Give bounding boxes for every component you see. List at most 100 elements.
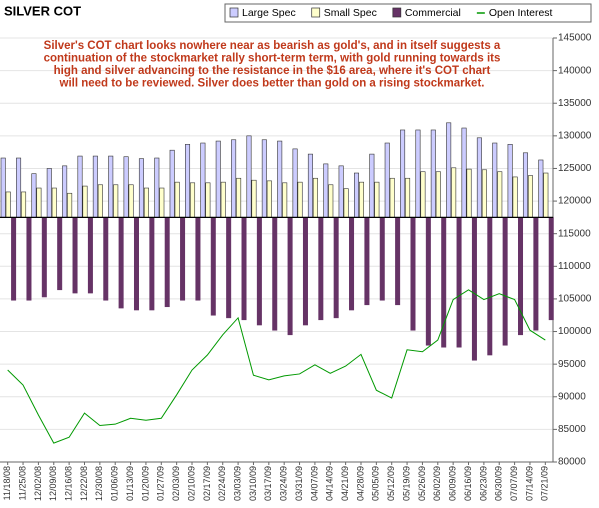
y-tick-label: 115000	[558, 228, 591, 239]
bar	[11, 217, 17, 301]
line-series	[7, 289, 546, 444]
x-tick-label: 04/21/09	[340, 466, 350, 501]
bar	[466, 168, 472, 218]
y-tick-label: 90000	[558, 391, 586, 402]
bar	[5, 191, 11, 218]
bar	[430, 129, 436, 218]
bar	[481, 169, 487, 218]
bar	[522, 152, 528, 218]
x-tick-label: 12/02/08	[33, 466, 43, 501]
bar	[497, 171, 503, 218]
bar	[180, 217, 186, 301]
bar	[154, 157, 160, 218]
y-tick-label: 95000	[558, 359, 586, 370]
bar	[548, 217, 554, 321]
bar	[205, 182, 211, 218]
bar	[41, 217, 47, 298]
x-tick-label: 01/06/09	[110, 466, 120, 501]
x-tick-label: 05/19/09	[401, 466, 411, 501]
y-tick-label: 85000	[558, 424, 586, 435]
bar	[215, 140, 221, 218]
bar	[364, 217, 370, 306]
bar	[302, 217, 308, 326]
x-tick-label: 02/24/09	[217, 466, 227, 501]
bar	[97, 184, 103, 218]
x-tick-label: 04/14/09	[325, 466, 335, 501]
bar	[543, 172, 549, 218]
chart-title: SILVER COT	[4, 3, 81, 18]
bar	[200, 142, 206, 218]
bar	[369, 153, 375, 218]
bar	[118, 217, 124, 309]
x-tick-label: 12/30/08	[94, 466, 104, 501]
x-tick-label: 03/31/09	[294, 466, 304, 501]
y-tick-label: 130000	[558, 130, 592, 141]
legend-swatch	[229, 7, 239, 18]
bar	[108, 155, 114, 218]
x-tick-label: 05/26/09	[417, 466, 427, 501]
y-tick-label: 140000	[558, 65, 592, 76]
bar	[246, 135, 252, 218]
bar	[62, 165, 68, 218]
bar	[328, 184, 334, 218]
y-tick-label: 80000	[558, 457, 586, 468]
x-tick-label: 11/18/08	[2, 466, 12, 500]
bar	[487, 217, 493, 356]
bar	[333, 217, 339, 319]
bar	[461, 127, 467, 218]
x-tick-label: 12/16/08	[64, 466, 74, 501]
bar	[241, 217, 247, 321]
x-tick-label: 01/13/09	[125, 466, 135, 501]
y-tick-label: 100000	[558, 326, 592, 337]
bar	[174, 181, 180, 218]
bar	[103, 217, 109, 301]
bar	[282, 182, 288, 218]
bar	[123, 156, 129, 218]
x-tick-label: 07/14/09	[524, 466, 534, 501]
bar	[287, 217, 293, 336]
bar	[507, 144, 513, 218]
bar	[210, 217, 216, 316]
x-tick-label: 06/02/09	[432, 466, 442, 501]
bar	[405, 177, 411, 218]
bar	[149, 217, 155, 311]
bar	[389, 177, 395, 218]
bar	[256, 217, 262, 326]
bar	[512, 176, 518, 218]
bar	[21, 191, 27, 218]
bar	[16, 157, 22, 218]
bar	[456, 217, 462, 348]
bar	[26, 217, 32, 301]
bar	[226, 217, 232, 319]
x-tick-label: 03/17/09	[263, 466, 273, 501]
x-tick-label: 01/27/09	[156, 466, 166, 501]
bar	[307, 153, 313, 218]
bar	[502, 217, 508, 346]
bar	[0, 157, 6, 218]
bar	[533, 217, 539, 331]
bar	[343, 188, 349, 218]
bar	[420, 171, 426, 218]
legend-label: Open Interest	[489, 7, 553, 19]
legend-swatch	[311, 7, 321, 18]
bar	[272, 217, 278, 331]
bar	[395, 217, 401, 306]
x-tick-label: 06/09/09	[448, 466, 458, 501]
bar	[518, 217, 524, 336]
bar	[57, 217, 63, 291]
bar	[476, 137, 482, 218]
bar	[72, 217, 78, 294]
annotation: continuation of the stockmarket rally sh…	[44, 53, 501, 65]
bar	[425, 217, 431, 346]
y-tick-label: 120000	[558, 196, 592, 207]
bar	[82, 185, 88, 218]
bar	[527, 175, 533, 218]
bar	[113, 184, 119, 218]
bar	[236, 177, 242, 218]
x-tick-label: 03/03/09	[232, 466, 242, 501]
bar	[338, 165, 344, 218]
x-tick-label: 02/17/09	[202, 466, 212, 501]
x-tick-label: 01/20/09	[140, 466, 150, 501]
bar	[451, 167, 457, 218]
bar	[231, 139, 237, 218]
